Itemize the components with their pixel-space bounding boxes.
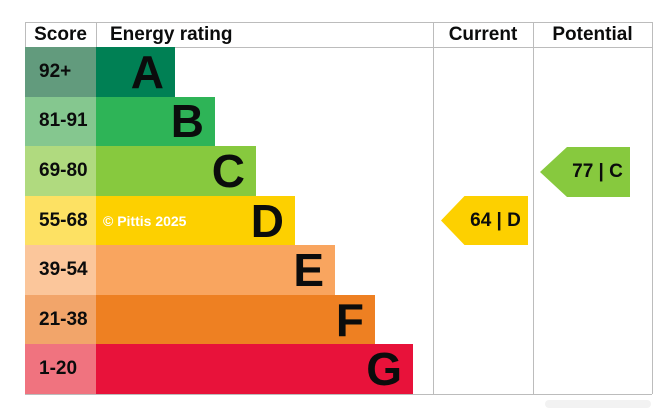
rating-bar-a: A bbox=[96, 47, 175, 97]
potential-column-header: Potential bbox=[552, 23, 633, 45]
grade-letter-f: F bbox=[335, 293, 364, 346]
band-row-d: 55-68 D bbox=[25, 194, 652, 247]
band-row-e: 39-54 E bbox=[25, 245, 652, 295]
score-range-a: 92+ bbox=[25, 47, 96, 97]
band-row-b: 81-91 B bbox=[25, 95, 652, 148]
copyright-watermark: © Pittis 2025 bbox=[103, 213, 187, 229]
header-left-border bbox=[25, 22, 26, 47]
faint-watermark bbox=[545, 400, 651, 408]
band-row-g: 1-20 G bbox=[25, 343, 652, 396]
grade-letter-c: C bbox=[211, 144, 245, 197]
rating-bar-f: F bbox=[96, 293, 375, 346]
grade-letter-g: G bbox=[366, 343, 402, 396]
rating-bar-g: G bbox=[96, 343, 413, 396]
grade-letter-b: B bbox=[170, 95, 204, 148]
rating-bar-c: C bbox=[96, 146, 256, 196]
score-range-c: 69-80 bbox=[25, 146, 96, 196]
score-range-f: 21-38 bbox=[25, 294, 96, 345]
grade-letter-e: E bbox=[293, 244, 324, 297]
score-range-g: 1-20 bbox=[25, 344, 96, 395]
current-column-divider bbox=[433, 22, 434, 394]
rating-bands: 92+ A 81-91 B 69-80 C 55-68 D 39-54 E 21… bbox=[25, 47, 652, 396]
score-column-header: Score bbox=[34, 23, 87, 45]
table-bottom-border bbox=[25, 394, 652, 395]
band-row-f: 21-38 F bbox=[25, 293, 652, 346]
band-row-c: 69-80 C bbox=[25, 146, 652, 196]
current-rating-label: 64 | D bbox=[470, 209, 521, 231]
score-range-e: 39-54 bbox=[25, 245, 96, 295]
energy-rating-column-header: Energy rating bbox=[110, 23, 233, 45]
score-column-divider bbox=[96, 22, 97, 47]
score-range-d: 55-68 bbox=[25, 195, 96, 246]
potential-rating-label: 77 | C bbox=[572, 161, 623, 182]
potential-column-divider bbox=[533, 22, 534, 394]
current-column-header: Current bbox=[448, 23, 518, 45]
grade-letter-d: D bbox=[250, 194, 284, 247]
table-top-border bbox=[25, 22, 652, 23]
band-row-a: 92+ A bbox=[25, 47, 652, 97]
rating-bar-b: B bbox=[96, 95, 215, 148]
score-range-b: 81-91 bbox=[25, 96, 96, 147]
rating-bar-d: D bbox=[96, 194, 295, 247]
grade-letter-a: A bbox=[130, 45, 164, 98]
rating-bar-e: E bbox=[96, 245, 335, 295]
header-bottom-border bbox=[25, 47, 652, 48]
table-right-border bbox=[652, 22, 653, 394]
